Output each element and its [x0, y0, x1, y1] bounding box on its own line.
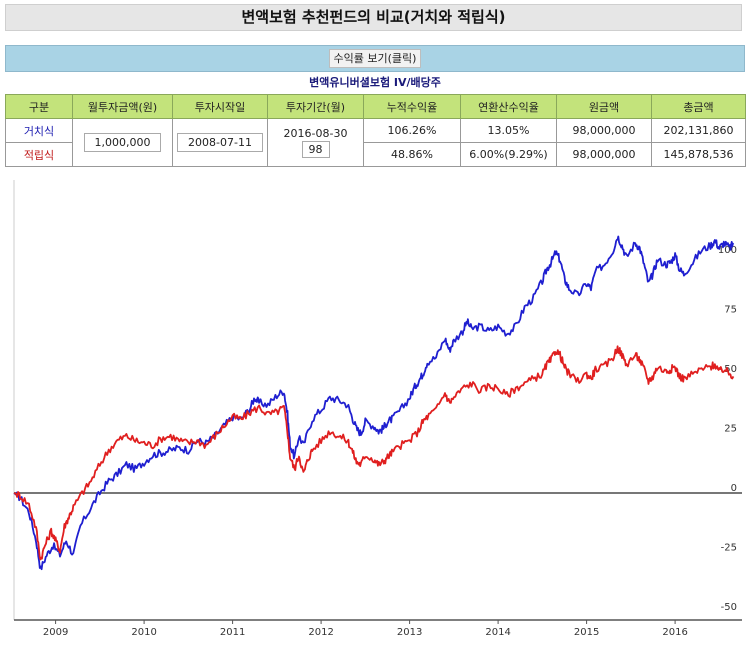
- period-months-field[interactable]: 98: [301, 141, 330, 158]
- period-cell: 2016-08-30 98: [267, 118, 364, 167]
- start-date-cell: 2008-07-11: [172, 118, 268, 167]
- y-tick-label: 0: [731, 483, 737, 494]
- principal-amount: 98,000,000: [556, 142, 652, 167]
- annualized-return: 6.00%(9.29%): [460, 142, 557, 167]
- series-line-installment: [13, 345, 735, 561]
- y-tick-label: -25: [721, 543, 737, 554]
- y-tick-label: -50: [721, 602, 737, 613]
- y-tick-label: 25: [724, 424, 737, 435]
- col-header: 연환산수익율: [460, 94, 557, 119]
- total-amount: 145,878,536: [651, 142, 746, 167]
- col-header: 투자기간(월): [267, 94, 364, 119]
- returns-chart: 100 75 50 25 0 -25 -50 2009 2010 2011 2012 2013 2014…: [13, 180, 742, 638]
- x-tick-label: 2016: [662, 627, 687, 638]
- monthly-amount-field[interactable]: 1,000,000: [83, 133, 162, 152]
- fund-name: 변액유니버셜보험 IV/배당주: [309, 76, 441, 89]
- row-label-lump-sum: 거치식: [5, 118, 73, 143]
- series-line-lump-sum: [13, 235, 735, 571]
- y-tick-label: 75: [724, 305, 737, 316]
- action-bar: 수익률 보기(클릭): [5, 45, 745, 72]
- start-date-field[interactable]: 2008-07-11: [177, 133, 263, 152]
- page-title: 변액보험 추천펀드의 비교(거치와 적립식): [5, 4, 742, 31]
- table-row: 적립식 48.86% 6.00%(9.29%) 98,000,000 145,8…: [5, 142, 746, 167]
- cumulative-return: 106.26%: [363, 118, 461, 143]
- principal-amount: 98,000,000: [556, 118, 652, 143]
- view-returns-button[interactable]: 수익률 보기(클릭): [328, 49, 422, 68]
- x-tick-label: 2013: [397, 627, 422, 638]
- comparison-table: 구분 월투자금액(원) 투자시작일 투자기간(월) 누적수익율 연환산수익율 원…: [5, 94, 746, 167]
- x-tick-label: 2014: [485, 627, 510, 638]
- table-header-row: 구분 월투자금액(원) 투자시작일 투자기간(월) 누적수익율 연환산수익율 원…: [5, 94, 746, 119]
- col-header: 누적수익율: [363, 94, 461, 119]
- col-header: 월투자금액(원): [72, 94, 173, 119]
- row-label-installment: 적립식: [5, 142, 73, 167]
- cumulative-return: 48.86%: [363, 142, 461, 167]
- col-header: 원금액: [556, 94, 652, 119]
- col-header: 총금액: [651, 94, 746, 119]
- x-tick-label: 2015: [574, 627, 599, 638]
- x-tick-label: 2010: [131, 627, 156, 638]
- x-tick-label: 2009: [43, 627, 68, 638]
- table-row: 거치식 1,000,000 2008-07-11 2016-08-30 98 1…: [5, 118, 746, 167]
- total-amount: 202,131,860: [651, 118, 746, 143]
- y-tick-label: 50: [724, 364, 737, 375]
- monthly-amount-cell: 1,000,000: [72, 118, 173, 167]
- col-header: 구분: [5, 94, 73, 119]
- period-end-date: 2016-08-30: [283, 127, 348, 140]
- annualized-return: 13.05%: [460, 118, 557, 143]
- x-tick-label: 2012: [308, 627, 333, 638]
- y-tick-label: 100: [718, 245, 737, 256]
- col-header: 투자시작일: [172, 94, 268, 119]
- x-tick-label: 2011: [220, 627, 245, 638]
